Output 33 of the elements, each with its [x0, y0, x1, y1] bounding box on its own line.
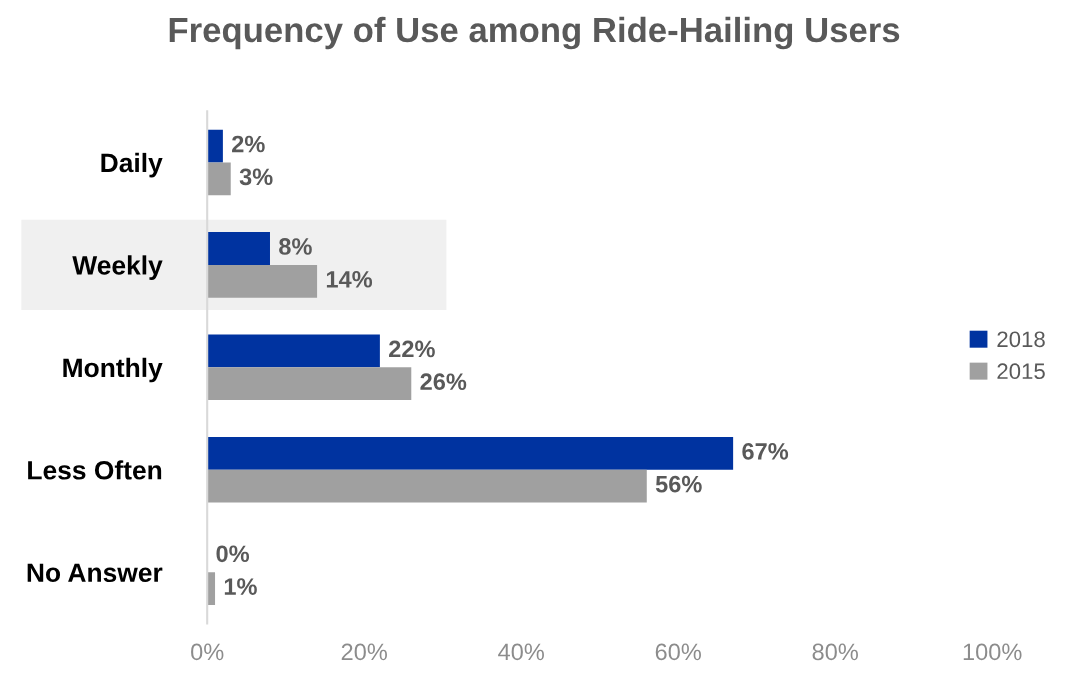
x-tick-label: 40% — [498, 643, 544, 661]
legend-label: 2015 — [997, 363, 1045, 380]
y-tick-label: Weekly — [72, 255, 163, 280]
legend-label: 2018 — [997, 331, 1045, 348]
y-tick-label: Less Often — [28, 460, 162, 480]
y-tick-label: No Answer — [27, 563, 163, 583]
data-label: 22% — [389, 340, 435, 358]
y-tick-label: Daily — [101, 152, 163, 178]
x-tick-label: 0% — [191, 643, 224, 661]
bar — [207, 232, 270, 265]
bar — [207, 334, 380, 368]
data-label: 1% — [224, 578, 257, 595]
data-label: 14% — [326, 270, 373, 288]
bar — [207, 436, 734, 470]
x-tick-label: 80% — [812, 643, 858, 661]
data-label: 67% — [742, 443, 789, 460]
data-label: 2% — [232, 135, 265, 153]
data-label: 56% — [655, 475, 702, 493]
y-tick-label: Monthly — [63, 357, 163, 383]
bar — [207, 572, 216, 606]
data-label: 8% — [279, 238, 312, 255]
data-label: 0% — [216, 545, 250, 563]
bar — [207, 367, 412, 401]
data-label: 3% — [239, 168, 273, 186]
bar — [207, 129, 223, 163]
bar — [207, 162, 231, 196]
x-tick-label: 100% — [963, 643, 1022, 661]
data-label: 26% — [420, 373, 467, 391]
x-tick-label: 20% — [341, 643, 387, 661]
x-tick-label: 60% — [655, 643, 701, 661]
chart-title: Frequency of Use among Ride-Hailing Users — [169, 16, 900, 50]
bar — [207, 469, 647, 503]
bar — [207, 264, 318, 298]
